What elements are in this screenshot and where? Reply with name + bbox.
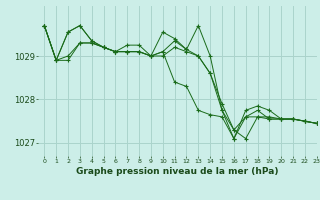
X-axis label: Graphe pression niveau de la mer (hPa): Graphe pression niveau de la mer (hPa): [76, 167, 279, 176]
